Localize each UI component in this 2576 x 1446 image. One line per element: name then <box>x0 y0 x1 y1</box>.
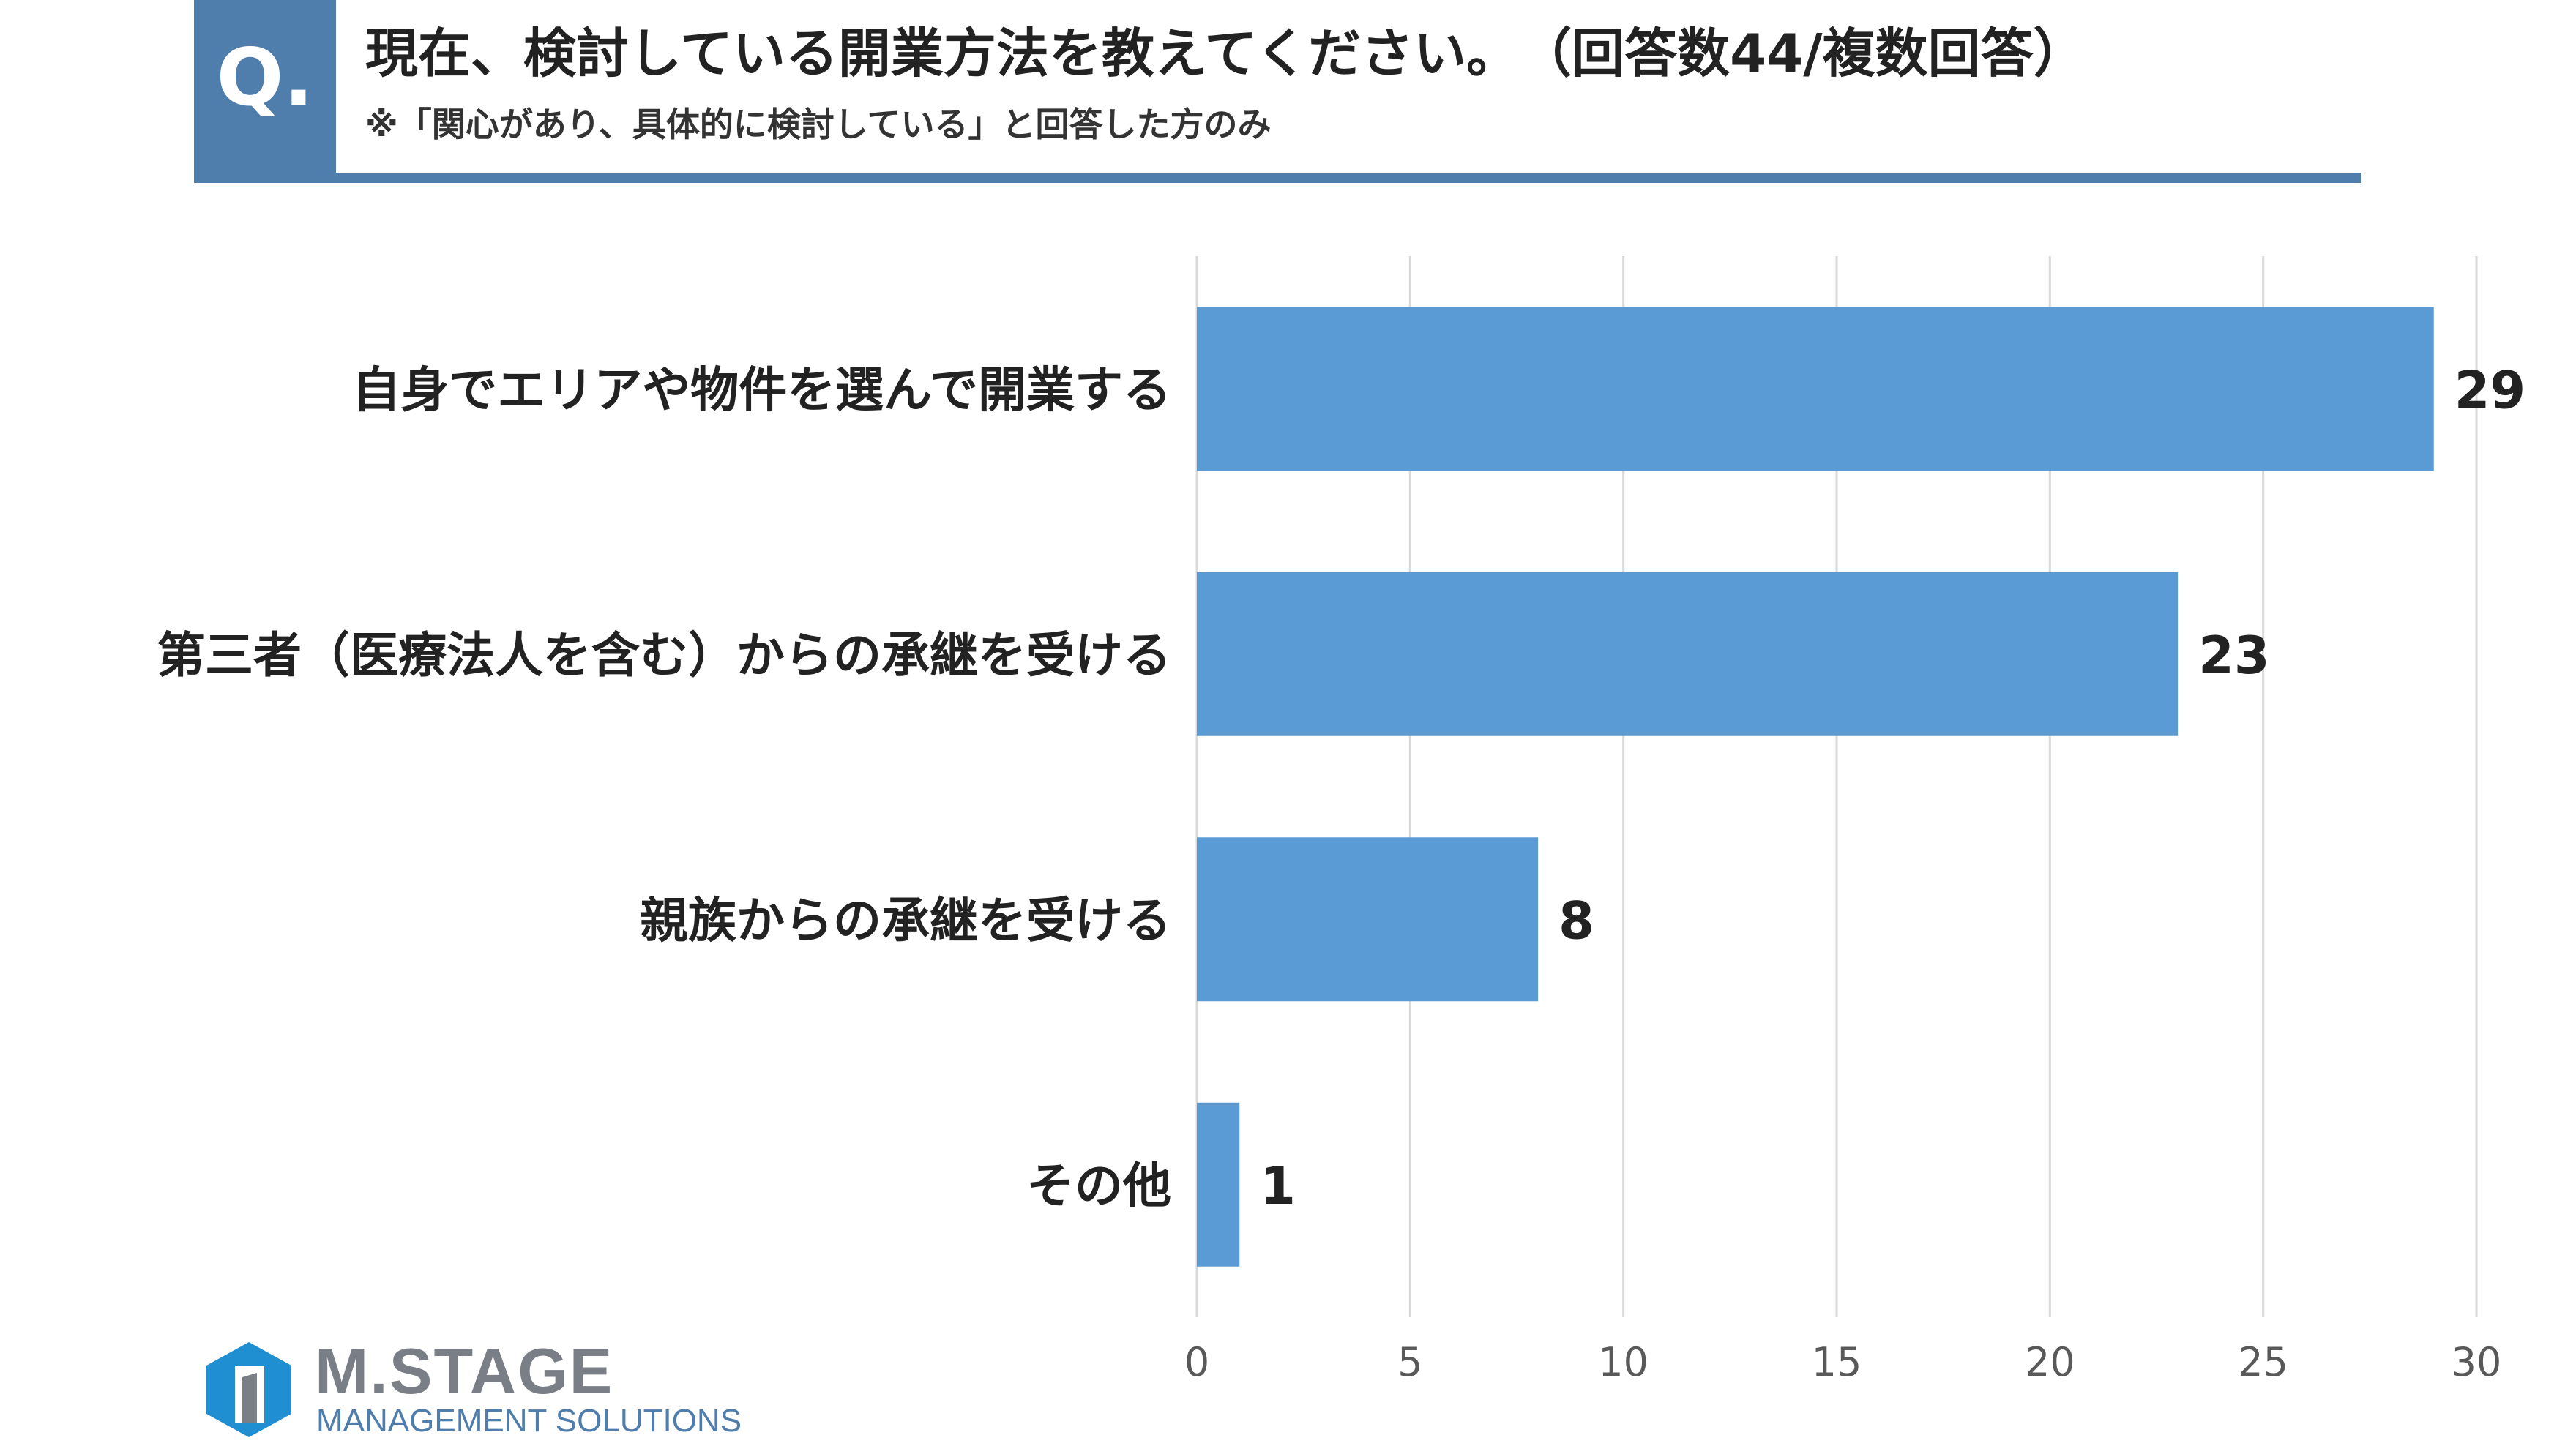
logo-name: M.STAGE <box>315 1335 614 1407</box>
header-underline <box>194 173 2361 183</box>
category-label: その他 <box>1026 1158 1171 1214</box>
category-label: 自身でエリアや物件を選んで開業する <box>352 362 1171 418</box>
bar <box>1197 837 1539 1002</box>
category-label: 親族からの承継を受ける <box>640 892 1171 948</box>
chart-bars <box>1197 307 2434 1267</box>
data-label: 23 <box>2198 626 2269 686</box>
logo-mark-icon <box>206 1342 291 1437</box>
x-tick-label: 20 <box>2025 1339 2075 1385</box>
x-axis-tick-labels: 0 5 10 15 20 25 30 <box>1184 1339 2502 1385</box>
bar <box>1197 307 2434 471</box>
question-subtitle: ※「関心があり、具体的に検討している」と回答した方のみ <box>365 105 1272 144</box>
x-tick-label: 0 <box>1184 1339 1209 1385</box>
x-tick-label: 10 <box>1598 1339 1649 1385</box>
bar <box>1197 572 2179 736</box>
q-label: Q. <box>216 32 314 124</box>
x-tick-label: 5 <box>1397 1339 1422 1385</box>
data-label: 29 <box>2454 360 2525 420</box>
category-labels: 自身でエリアや物件を選んで開業する第三者（医療法人を含む）からの承継を受ける親族… <box>157 362 1171 1214</box>
data-label: 8 <box>1558 891 1594 951</box>
question-header: Q. 現在、検討している開業方法を教えてください。 （回答数44/複数回答） ※… <box>194 0 2361 183</box>
q-badge: Q. <box>194 0 336 174</box>
bar <box>1197 1102 1240 1267</box>
x-tick-label: 30 <box>2452 1339 2502 1385</box>
data-labels: 29 23 8 1 <box>1260 360 2525 1216</box>
x-tick-label: 15 <box>1812 1339 1862 1385</box>
data-label: 1 <box>1260 1156 1296 1216</box>
category-label: 第三者（医療法人を含む）からの承継を受ける <box>157 627 1171 683</box>
x-tick-label: 25 <box>2238 1339 2288 1385</box>
logo-tagline: MANAGEMENT SOLUTIONS <box>316 1403 742 1439</box>
company-logo: M.STAGE MANAGEMENT SOLUTIONS <box>194 1335 824 1439</box>
question-title: 現在、検討している開業方法を教えてください。 （回答数44/複数回答） <box>365 23 2086 84</box>
